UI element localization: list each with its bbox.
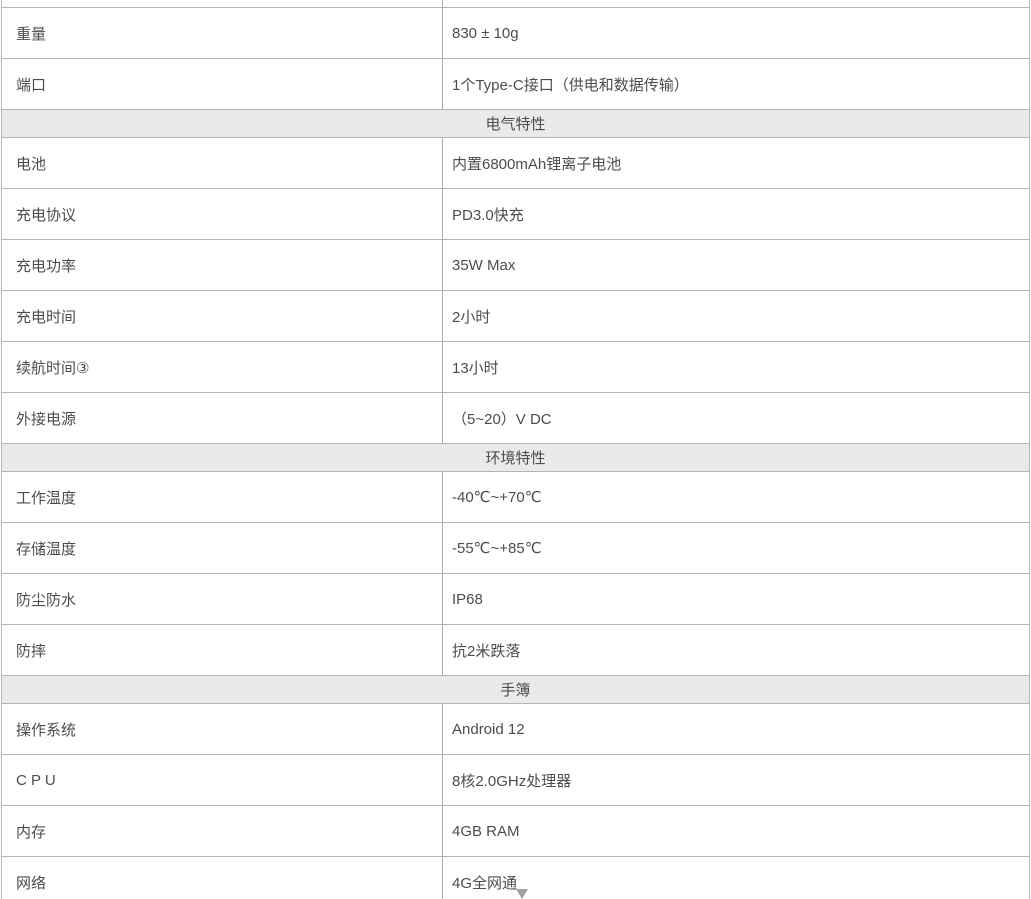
spec-value: 4G全网通: [452, 875, 518, 892]
section-header-controller: 手簿: [2, 676, 1029, 704]
spec-label: 外接电源: [2, 393, 443, 443]
table-row: 外接电源 （5~20）V DC: [2, 393, 1029, 444]
spec-value: 内置6800mAh锂离子电池: [452, 155, 622, 173]
spec-value: 1个Type-C接口（供电和数据传输）: [452, 76, 689, 94]
spec-value: 830 ± 10g: [452, 24, 519, 42]
spec-label: 充电功率: [2, 240, 443, 290]
section-header-environmental: 环境特性: [2, 444, 1029, 472]
spec-label: 充电时间: [2, 291, 443, 341]
section-header-electrical: 电气特性: [2, 110, 1029, 138]
spec-label: 工作温度: [2, 472, 443, 522]
table-row: 充电协议 PD3.0快充: [2, 189, 1029, 240]
spec-label-cell: [2, 0, 443, 7]
spec-label: 防摔: [2, 625, 443, 675]
spec-label: 内存: [2, 806, 443, 856]
table-row: 存储温度 -55℃~+85℃: [2, 523, 1029, 574]
table-row: 充电功率 35W Max: [2, 240, 1029, 291]
spec-value: 2小时: [452, 308, 491, 326]
spec-label: 续航时间③: [2, 342, 443, 392]
table-row: 防尘防水 IP68: [2, 574, 1029, 625]
spec-value: （5~20）V DC: [452, 410, 552, 428]
spec-label: 防尘防水: [2, 574, 443, 624]
spec-value: 13小时: [452, 359, 499, 377]
table-row: 操作系统 Android 12: [2, 704, 1029, 755]
spec-label: C P U: [2, 755, 443, 805]
spec-value: -40℃~+70℃: [452, 489, 542, 506]
spec-value: 8核2.0GHz处理器: [452, 772, 572, 790]
spec-value: -55℃~+85℃: [452, 540, 542, 557]
table-row: C P U 8核2.0GHz处理器: [2, 755, 1029, 806]
table-row: 端口 1个Type-C接口（供电和数据传输）: [2, 59, 1029, 110]
table-row: 重量 830 ± 10g: [2, 8, 1029, 59]
spec-label: 端口: [2, 59, 443, 109]
spec-value: 4GB RAM: [452, 822, 520, 840]
table-row-partial-top: [2, 0, 1029, 8]
table-row-partial-bottom: 网络 4G全网通: [2, 857, 1029, 899]
table-row: 充电时间 2小时: [2, 291, 1029, 342]
spec-label: 网络: [2, 857, 443, 899]
table-row: 续航时间③ 13小时: [2, 342, 1029, 393]
mouse-cursor-icon: [516, 889, 528, 899]
spec-value: IP68: [452, 590, 483, 608]
spec-value: 抗2米跌落: [452, 642, 521, 660]
spec-value: PD3.0快充: [452, 206, 524, 224]
spec-value-cell: [443, 0, 1029, 7]
table-row: 防摔 抗2米跌落: [2, 625, 1029, 676]
spec-value: 35W Max: [452, 256, 516, 274]
spec-label: 重量: [2, 8, 443, 58]
spec-label: 存储温度: [2, 523, 443, 573]
spec-label: 充电协议: [2, 189, 443, 239]
table-row: 电池 内置6800mAh锂离子电池: [2, 138, 1029, 189]
table-row: 内存 4GB RAM: [2, 806, 1029, 857]
table-row: 工作温度 -40℃~+70℃: [2, 472, 1029, 523]
spec-value: Android 12: [452, 720, 525, 738]
spec-label: 电池: [2, 138, 443, 188]
spec-label: 操作系统: [2, 704, 443, 754]
